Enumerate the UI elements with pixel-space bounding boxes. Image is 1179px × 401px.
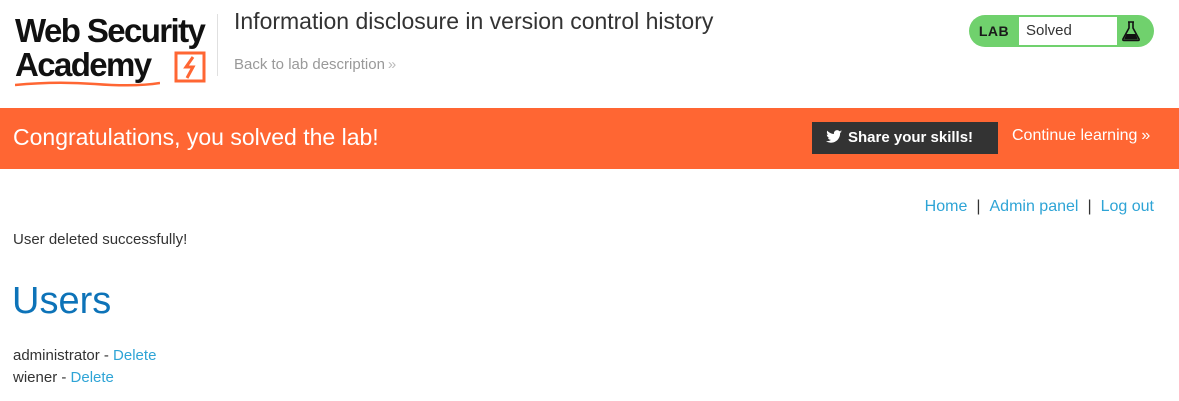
user-row: wiener - Delete: [13, 367, 156, 389]
header-divider: [217, 14, 218, 76]
logo-underline: [15, 81, 160, 87]
delete-user-link[interactable]: Delete: [113, 347, 157, 364]
lab-title: Information disclosure in version contro…: [234, 8, 714, 34]
back-link-label: Back to lab description: [234, 56, 385, 73]
lab-status-text: Solved: [1019, 17, 1117, 45]
share-your-skills-button[interactable]: Share your skills!: [812, 122, 998, 154]
web-security-academy-logo[interactable]: Web Security Academy: [15, 12, 215, 87]
flask-icon: [1122, 21, 1140, 42]
continue-learning-label: Continue learning: [1012, 127, 1138, 144]
top-navigation: Home | Admin panel | Log out: [925, 198, 1154, 216]
twitter-bird-icon: [826, 130, 842, 143]
logo-text-line1: Web Security: [15, 12, 206, 49]
users-heading: Users: [12, 280, 112, 322]
lightning-bolt-icon: [174, 51, 206, 83]
user-row: administrator - Delete: [13, 345, 156, 367]
header: Web Security Academy Information disclos…: [0, 0, 1179, 108]
user-list: administrator - Delete wiener - Delete: [13, 345, 156, 389]
nav-log-out-link[interactable]: Log out: [1100, 198, 1154, 215]
solved-banner: Congratulations, you solved the lab! Sha…: [0, 108, 1179, 169]
back-to-lab-description-link[interactable]: Back to lab description»: [234, 56, 396, 73]
status-message: User deleted successfully!: [13, 231, 188, 248]
congratulations-message: Congratulations, you solved the lab!: [13, 124, 379, 150]
user-name: administrator: [13, 347, 100, 364]
logo-text-line2: Academy: [15, 46, 152, 83]
lab-label: LAB: [978, 23, 1010, 39]
delete-user-link[interactable]: Delete: [70, 369, 114, 386]
nav-admin-panel-link[interactable]: Admin panel: [989, 198, 1079, 215]
continue-learning-link[interactable]: Continue learning»: [1012, 127, 1150, 145]
user-name: wiener: [13, 369, 58, 386]
user-separator: -: [99, 347, 114, 364]
nav-separator: |: [976, 198, 981, 215]
share-button-label: Share your skills!: [848, 129, 974, 146]
nav-separator: |: [1087, 198, 1092, 215]
double-chevron-right-icon: »: [1141, 127, 1151, 144]
user-separator: -: [57, 369, 71, 386]
nav-home-link[interactable]: Home: [924, 198, 968, 215]
double-chevron-right-icon: »: [387, 56, 397, 73]
lab-status-widget: LAB Solved: [969, 15, 1154, 47]
